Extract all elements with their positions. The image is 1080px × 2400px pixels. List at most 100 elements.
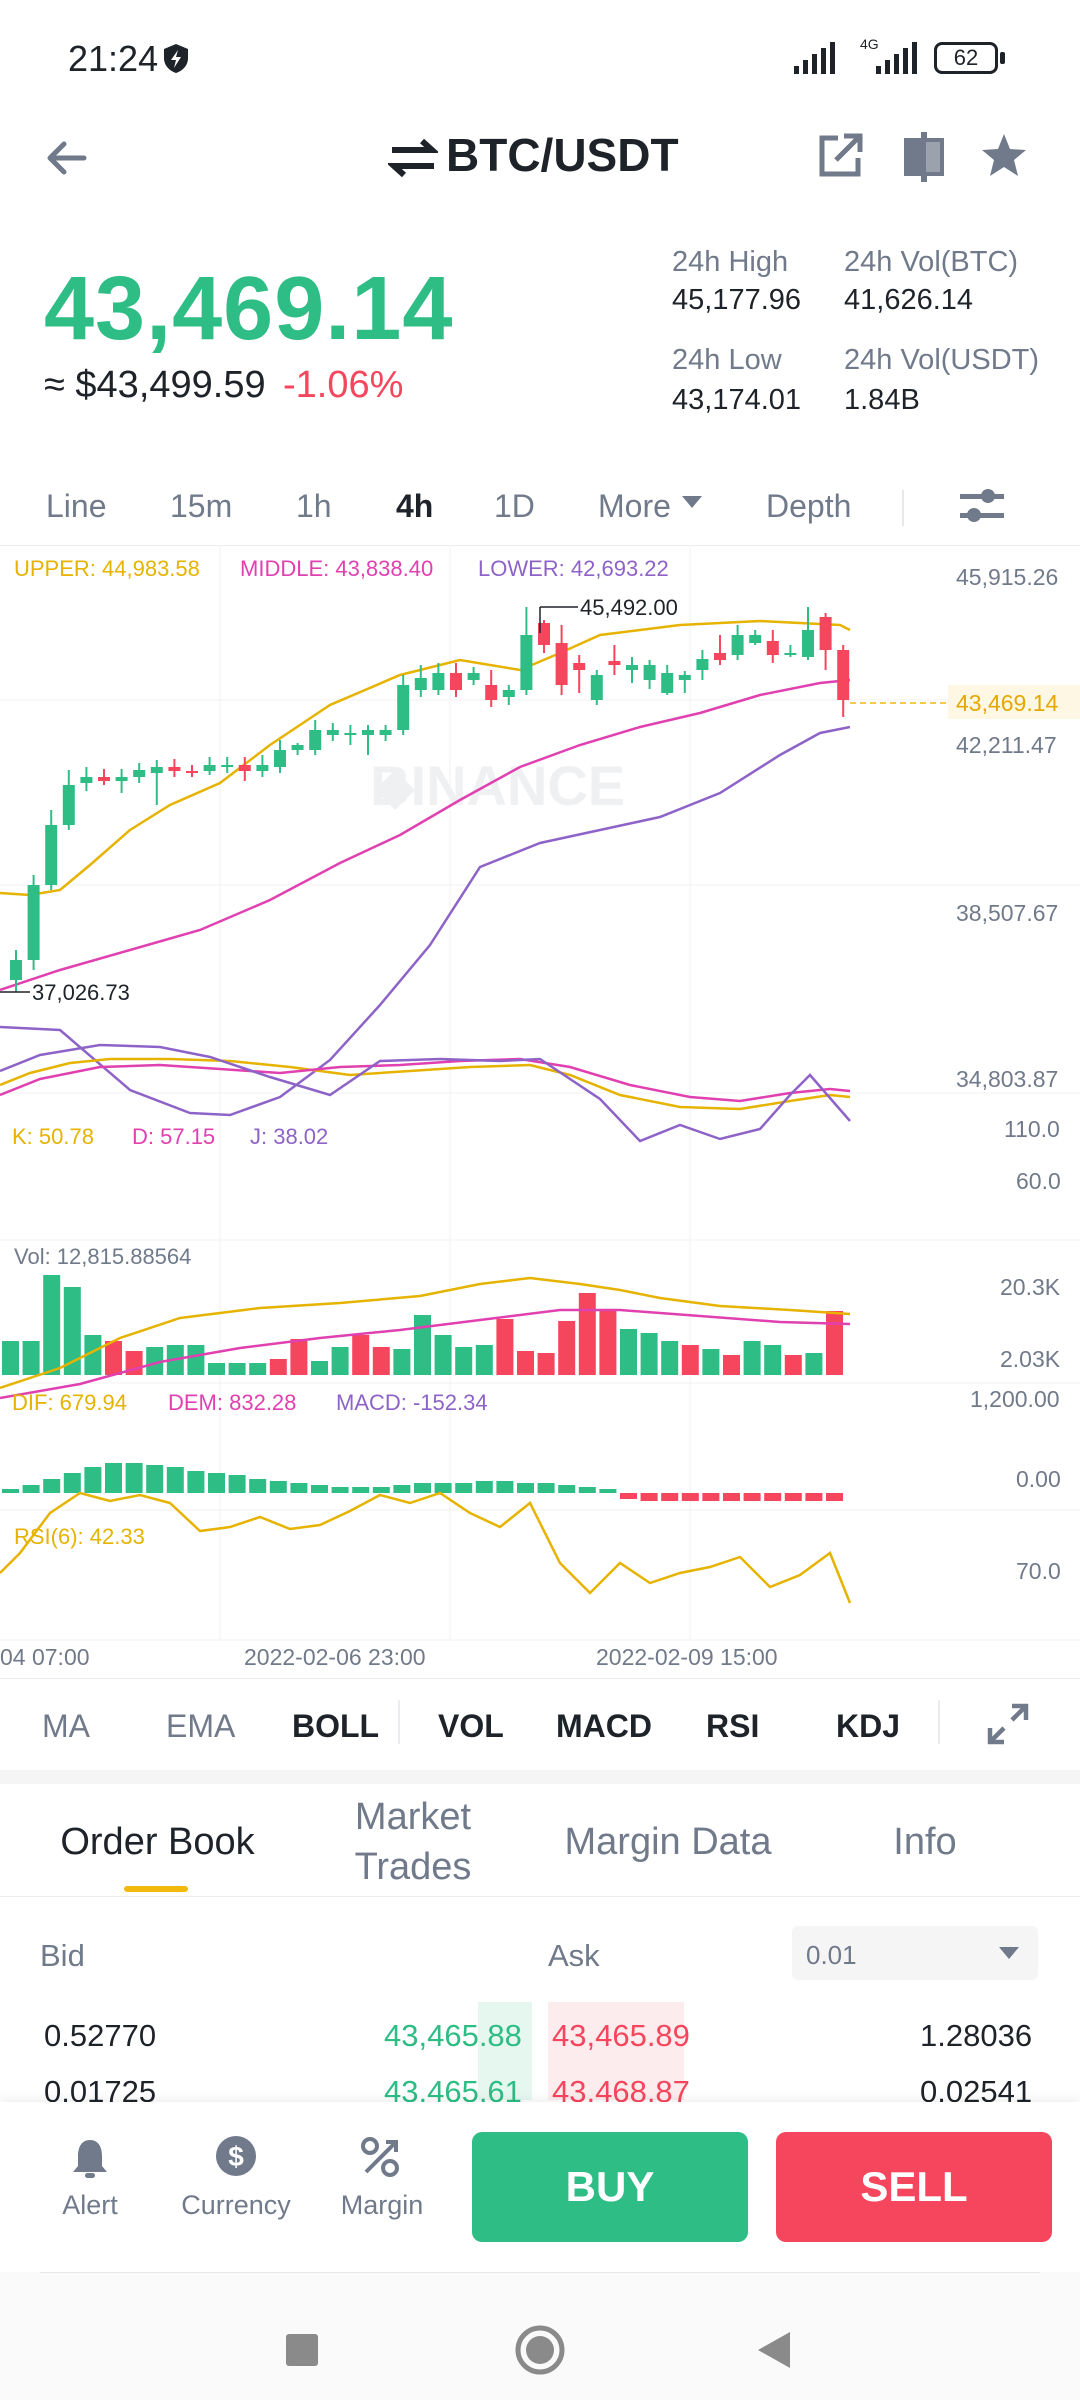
vol-usdt-label: 24h Vol(USDT) <box>844 344 1040 376</box>
macd-bar <box>681 1493 699 1501</box>
candle-body <box>45 825 58 885</box>
high-label: 24h High <box>672 246 789 278</box>
tab-4h[interactable]: 4h <box>396 488 434 524</box>
candle-body <box>573 663 586 670</box>
tab-15m[interactable]: 15m <box>170 488 233 524</box>
volume-bar <box>331 1347 349 1375</box>
candle-body <box>362 730 374 735</box>
kdj-j-line <box>0 1043 851 1143</box>
tab-ma[interactable]: MA <box>42 1708 90 1744</box>
volume-bar <box>496 1319 514 1375</box>
candle-body <box>150 767 163 773</box>
date-axis-label: 2022-02-06 23:00 <box>244 1644 426 1670</box>
volume-bar <box>269 1359 287 1375</box>
macd-bar <box>125 1463 143 1493</box>
macd-dif-label: DIF: 679.94 <box>12 1390 127 1415</box>
tab-vol[interactable]: VOL <box>438 1708 504 1744</box>
tab-market-trades[interactable]: Market Trades <box>354 1796 472 1888</box>
layout-icon[interactable] <box>900 130 948 184</box>
macd-bar <box>661 1493 679 1501</box>
home-icon[interactable] <box>514 2324 566 2376</box>
candlesticks <box>10 607 850 992</box>
boll-upper-label: UPPER: 44,983.58 <box>14 556 200 581</box>
vol-btc-label: 24h Vol(BTC) <box>844 246 1019 278</box>
macd-bar <box>743 1493 761 1501</box>
volume-bar <box>2 1341 19 1375</box>
candle-body <box>608 661 621 665</box>
tab-depth[interactable]: Depth <box>766 488 852 524</box>
macd-bar <box>311 1485 328 1493</box>
chevron-down-icon <box>682 496 702 508</box>
signal-icon <box>794 42 835 74</box>
macd-dem-label: DEM: 832.28 <box>168 1390 297 1415</box>
tab-macd[interactable]: MACD <box>556 1708 652 1744</box>
recents-icon[interactable] <box>286 2334 318 2366</box>
margin-button[interactable]: Margin <box>340 2190 424 2220</box>
volume-bar <box>702 1349 720 1375</box>
macd-bar <box>414 1483 431 1493</box>
candle-body <box>80 777 93 783</box>
macd-bar <box>372 1487 390 1493</box>
candle-body <box>98 777 110 781</box>
macd-dif-line <box>0 1276 851 1390</box>
rsi-label: RSI(6): 42.33 <box>14 1524 145 1549</box>
candle-body <box>10 960 22 980</box>
tab-ema[interactable]: EMA <box>166 1708 236 1744</box>
tab-1h[interactable]: 1h <box>296 488 332 524</box>
tab-kdj[interactable]: KDJ <box>836 1708 901 1744</box>
volume-bar <box>187 1345 205 1375</box>
currency-button[interactable]: Currency <box>181 2190 291 2220</box>
price-axis-label: 42,211.47 <box>956 732 1057 758</box>
macd-bar <box>620 1493 637 1499</box>
buy-button[interactable]: BUY <box>472 2132 748 2242</box>
tab-1d[interactable]: 1D <box>494 488 535 524</box>
settings-sliders-icon[interactable] <box>958 484 1006 528</box>
trading-pair-title[interactable]: BTC/USDT <box>446 129 679 181</box>
candle-body <box>467 673 480 680</box>
fullscreen-icon[interactable] <box>986 1702 1030 1746</box>
tab-info[interactable]: Info <box>893 1821 957 1863</box>
margin-percent-icon[interactable] <box>360 2136 402 2178</box>
kdj-axis-label: 110.0 <box>1004 1116 1060 1142</box>
price-change-percent: -1.06% <box>283 364 404 406</box>
sell-button[interactable]: SELL <box>776 2132 1052 2242</box>
macd-bar <box>558 1485 576 1493</box>
volume-bar <box>249 1363 267 1375</box>
tab-line[interactable]: Line <box>46 488 107 524</box>
candle-body <box>678 675 691 680</box>
candle-body <box>450 673 462 690</box>
back-triangle-icon[interactable] <box>756 2330 792 2370</box>
kline-chart[interactable]: BINANCE 45,492.00 37,026.73 43,469.14 <box>0 545 1080 1645</box>
tab-order-book[interactable]: Order Book <box>60 1821 255 1863</box>
price-axis-label: 45,915.26 <box>956 564 1059 590</box>
kdj-d-label: D: 57.15 <box>132 1124 216 1149</box>
ask-header: Ask <box>548 1938 600 1973</box>
tab-margin-data[interactable]: Margin Data <box>564 1821 772 1863</box>
macd-dem-line <box>0 1308 851 1400</box>
volume-bar <box>208 1363 225 1375</box>
alert-button[interactable]: Alert <box>62 2190 118 2220</box>
watermark-text: BINANCE <box>370 754 625 817</box>
dollar-icon[interactable]: $ <box>214 2134 258 2178</box>
divider <box>938 1700 940 1744</box>
macd-bar <box>63 1473 81 1493</box>
candle-body <box>819 617 832 650</box>
volume-bar <box>826 1311 843 1375</box>
volume-bar <box>84 1335 102 1375</box>
macd-bar <box>537 1483 555 1493</box>
bell-icon[interactable] <box>68 2136 112 2180</box>
favorite-star-icon[interactable] <box>980 132 1028 178</box>
bid-price[interactable]: 43,465.88 <box>384 2018 522 2053</box>
volume-bar <box>558 1321 576 1375</box>
tab-rsi[interactable]: RSI <box>706 1708 760 1744</box>
ask-price[interactable]: 43,465.89 <box>552 2018 690 2053</box>
volume-bar <box>517 1351 534 1375</box>
tab-more[interactable]: More <box>598 488 671 524</box>
share-icon[interactable] <box>816 132 864 180</box>
tab-boll[interactable]: BOLL <box>292 1708 380 1744</box>
macd-bar <box>702 1493 720 1501</box>
swap-icon[interactable] <box>388 138 438 180</box>
macd-bar <box>331 1487 349 1493</box>
precision-select[interactable]: 0.01 <box>792 1926 1038 1980</box>
back-arrow-icon[interactable] <box>44 138 88 178</box>
